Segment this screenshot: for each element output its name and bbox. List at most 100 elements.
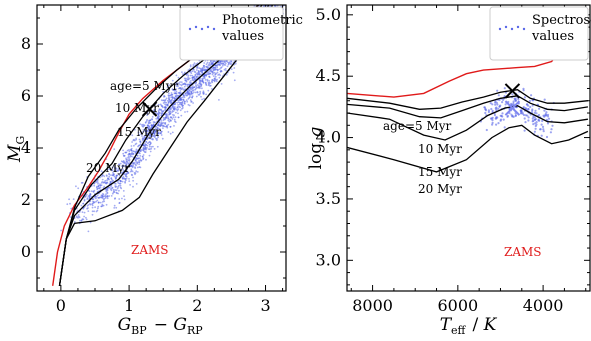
scatter-point: [168, 113, 171, 116]
scatter-point: [196, 91, 199, 94]
scatter-point: [112, 188, 115, 191]
scatter-point: [124, 179, 127, 182]
x-axis-label: GBP − GRP: [118, 315, 205, 337]
scatter-point: [138, 161, 141, 164]
scatter-point: [192, 65, 195, 68]
scatter-point: [535, 112, 538, 115]
scatter-point: [167, 123, 170, 126]
scatter-point: [193, 70, 196, 73]
y-axis-label-part: M: [5, 144, 25, 163]
y-tick-label: 4: [21, 138, 31, 157]
scatter-point: [194, 91, 197, 94]
scatter-point: [146, 144, 149, 147]
scatter-point: [161, 122, 164, 125]
scatter-point: [499, 114, 502, 117]
scatter-point: [157, 136, 160, 139]
scatter-point: [120, 172, 123, 174]
legend-marker: [188, 27, 192, 31]
scatter-point: [129, 184, 132, 186]
y-axis-label-part: log: [306, 143, 326, 170]
scatter-point: [169, 125, 172, 128]
scatter-point: [116, 169, 119, 172]
scatter-point: [200, 83, 203, 86]
scatter-point: [134, 158, 137, 161]
scatter-point: [192, 102, 195, 104]
scatter-point: [128, 180, 131, 183]
scatter-point: [233, 79, 236, 82]
scatter-point: [232, 71, 235, 74]
scatter-point: [187, 103, 190, 106]
scatter-point: [213, 77, 216, 80]
scatter-point: [115, 185, 118, 188]
scatter-point: [261, 2, 263, 4]
scatter-point: [188, 91, 190, 94]
scatter-point: [173, 125, 175, 127]
scatter-point: [190, 80, 192, 82]
legend-marker: [212, 27, 216, 31]
scatter-point: [220, 83, 223, 85]
scatter-point: [531, 109, 534, 112]
scatter-point: [490, 107, 493, 111]
legend-marker: [498, 27, 502, 31]
scatter-point: [93, 210, 95, 213]
scatter-point: [170, 101, 173, 104]
x-axis-label-part: [203, 315, 205, 335]
scatter-point: [214, 64, 217, 67]
scatter-point: [113, 148, 116, 151]
scatter-point: [506, 115, 509, 118]
isochrone-label: age=5 Myr: [110, 79, 179, 93]
scatter-point: [122, 190, 125, 192]
scatter-point: [140, 160, 142, 162]
scatter-point: [99, 196, 102, 199]
scatter-point: [183, 77, 186, 80]
scatter-point: [497, 122, 500, 125]
scatter-point: [534, 127, 537, 130]
scatter-point: [85, 216, 87, 219]
scatter-point: [161, 106, 164, 109]
scatter-point: [194, 73, 197, 76]
scatter-point: [179, 81, 182, 83]
scatter-point: [230, 63, 232, 66]
scatter-point: [206, 66, 209, 69]
scatter-point: [94, 206, 96, 209]
scatter-point: [533, 116, 536, 119]
x-axis-label-part: K: [478, 315, 497, 335]
scatter-point: [153, 130, 156, 133]
scatter-point: [213, 79, 216, 82]
x-axis-label-part: /: [467, 315, 478, 335]
isochrone-label: 15 Myr: [418, 165, 462, 179]
scatter-point: [496, 89, 499, 92]
legend: Spectroscopicvalues: [489, 6, 591, 61]
scatter-point: [129, 170, 132, 173]
scatter-point: [100, 184, 103, 187]
scatter-point: [219, 60, 222, 63]
scatter-point: [99, 201, 102, 204]
scatter-point: [499, 104, 502, 107]
scatter-point: [134, 167, 137, 170]
zams-label: ZAMS: [504, 245, 542, 259]
scatter-point: [96, 207, 99, 210]
scatter-point: [160, 112, 162, 115]
scatter-point: [540, 123, 543, 126]
scatter-point: [214, 75, 217, 78]
scatter-point: [171, 79, 174, 82]
spectroscopic-scatter: [479, 87, 555, 139]
x-tick-label: 8000: [352, 296, 393, 315]
x-marker-stroke: [504, 100, 521, 116]
scatter-point: [121, 168, 124, 171]
scatter-point: [175, 92, 178, 95]
scatter-point: [214, 67, 217, 69]
scatter-point: [162, 99, 165, 102]
scatter-point: [105, 193, 107, 196]
scatter-point: [489, 102, 492, 105]
scatter-point: [82, 218, 85, 221]
scatter-point: [276, 0, 278, 1]
scatter-point: [113, 191, 116, 194]
scatter-point: [197, 86, 200, 88]
scatter-point: [512, 100, 515, 103]
scatter-point: [142, 154, 145, 156]
scatter-point: [211, 71, 214, 73]
scatter-point: [178, 103, 181, 106]
x-axis-label-part: G: [118, 315, 132, 335]
scatter-point: [134, 143, 137, 146]
